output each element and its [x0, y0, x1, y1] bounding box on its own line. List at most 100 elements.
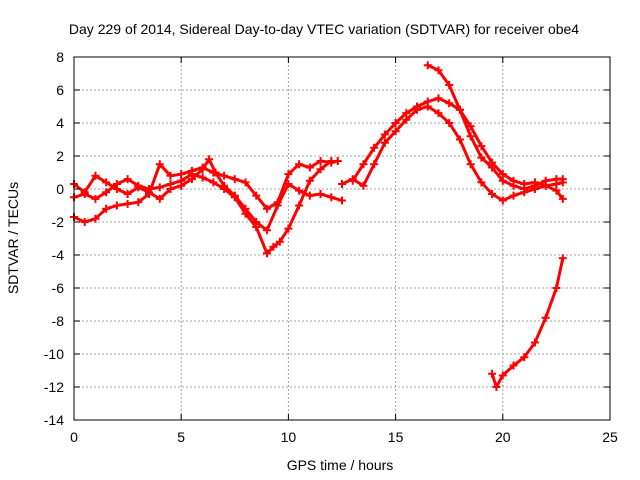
data-point	[558, 175, 567, 184]
data-point	[552, 186, 561, 195]
data-point	[305, 176, 314, 185]
data-point	[166, 171, 175, 180]
data-point	[466, 160, 475, 169]
data-point	[209, 178, 218, 187]
data-point	[434, 94, 443, 103]
y-tick-label: 8	[56, 49, 64, 65]
y-tick-label: 0	[56, 181, 64, 197]
data-point	[316, 165, 325, 174]
axis-ticks: 0 5 10 15 20 25 -14 -12 -10 -8 -6 -4 -2 0 2 4 6 8	[44, 49, 618, 445]
series-group	[70, 61, 567, 391]
data-point	[284, 170, 293, 179]
grid	[74, 57, 610, 420]
data-point	[316, 156, 325, 165]
data-point	[262, 226, 271, 235]
data-point	[391, 119, 400, 127]
y-tick-label: 4	[56, 115, 64, 131]
y-axis-label: SDTVAR / TECUs	[5, 182, 21, 294]
x-tick-label: 5	[177, 429, 185, 445]
x-tick-label: 0	[70, 429, 78, 445]
data-point	[80, 218, 89, 226]
y-tick-label: -4	[52, 247, 65, 263]
data-point	[413, 105, 422, 114]
data-point	[123, 175, 132, 184]
chart-title: Day 229 of 2014, Sidereal Day-to-day VTE…	[69, 21, 579, 37]
data-point	[305, 191, 314, 200]
series-line	[426, 63, 565, 191]
data-point	[509, 181, 518, 190]
data-point	[520, 353, 529, 362]
data-point	[558, 254, 567, 263]
data-point	[338, 180, 346, 189]
data-point	[91, 194, 100, 203]
data-point	[295, 186, 304, 195]
data-point	[327, 158, 336, 167]
data-point	[134, 181, 143, 190]
data-point	[155, 183, 164, 192]
data-point	[477, 142, 486, 151]
data-point	[102, 188, 111, 197]
data-point	[177, 170, 186, 179]
data-point	[275, 237, 284, 246]
data-point	[262, 249, 271, 258]
plot-frame	[73, 56, 611, 421]
data-point	[530, 338, 539, 347]
data-point	[541, 176, 550, 185]
x-tick-label: 20	[495, 429, 511, 445]
data-point	[134, 198, 143, 207]
data-point	[102, 178, 111, 187]
data-point	[498, 196, 507, 205]
data-point	[402, 115, 411, 124]
data-point	[520, 185, 529, 193]
y-tick-label: -14	[44, 412, 64, 428]
data-point	[123, 189, 132, 198]
data-point	[466, 132, 475, 141]
data-point	[370, 160, 379, 169]
data-point	[541, 313, 550, 322]
data-point	[91, 171, 100, 180]
data-point	[509, 361, 518, 370]
data-point	[434, 109, 443, 118]
data-point	[112, 201, 121, 210]
data-point	[220, 185, 229, 193]
y-tick-label: 2	[56, 148, 64, 164]
data-point	[434, 66, 443, 75]
data-point	[380, 138, 389, 147]
data-point	[498, 371, 507, 380]
data-point	[252, 191, 261, 200]
data-point	[230, 193, 239, 202]
data-point	[423, 61, 432, 70]
data-point	[552, 284, 561, 292]
y-tick-label: -2	[52, 214, 65, 230]
data-point	[252, 222, 261, 231]
data-point	[359, 160, 368, 169]
data-point	[123, 199, 132, 208]
data-point	[558, 194, 567, 203]
data-point	[391, 127, 400, 136]
x-tick-label: 15	[388, 429, 404, 445]
data-point	[488, 189, 497, 198]
series-track-2	[70, 156, 336, 258]
data-point	[80, 189, 89, 198]
series-line	[340, 105, 565, 202]
data-point	[145, 189, 154, 198]
data-point	[316, 189, 325, 198]
data-point	[338, 196, 346, 205]
y-tick-label: -8	[52, 313, 65, 329]
data-point	[112, 180, 121, 189]
data-point	[230, 175, 239, 184]
x-axis-label: GPS time / hours	[287, 457, 394, 473]
data-point	[498, 176, 507, 185]
data-point	[241, 178, 250, 187]
data-point	[370, 143, 379, 152]
data-point	[241, 209, 250, 218]
y-tick-label: 6	[56, 82, 64, 98]
data-point	[91, 214, 100, 223]
data-point	[445, 99, 454, 108]
data-point	[205, 155, 214, 164]
data-point	[295, 160, 304, 169]
data-point	[155, 160, 164, 169]
data-point	[509, 191, 518, 200]
series-track-7	[488, 254, 567, 391]
